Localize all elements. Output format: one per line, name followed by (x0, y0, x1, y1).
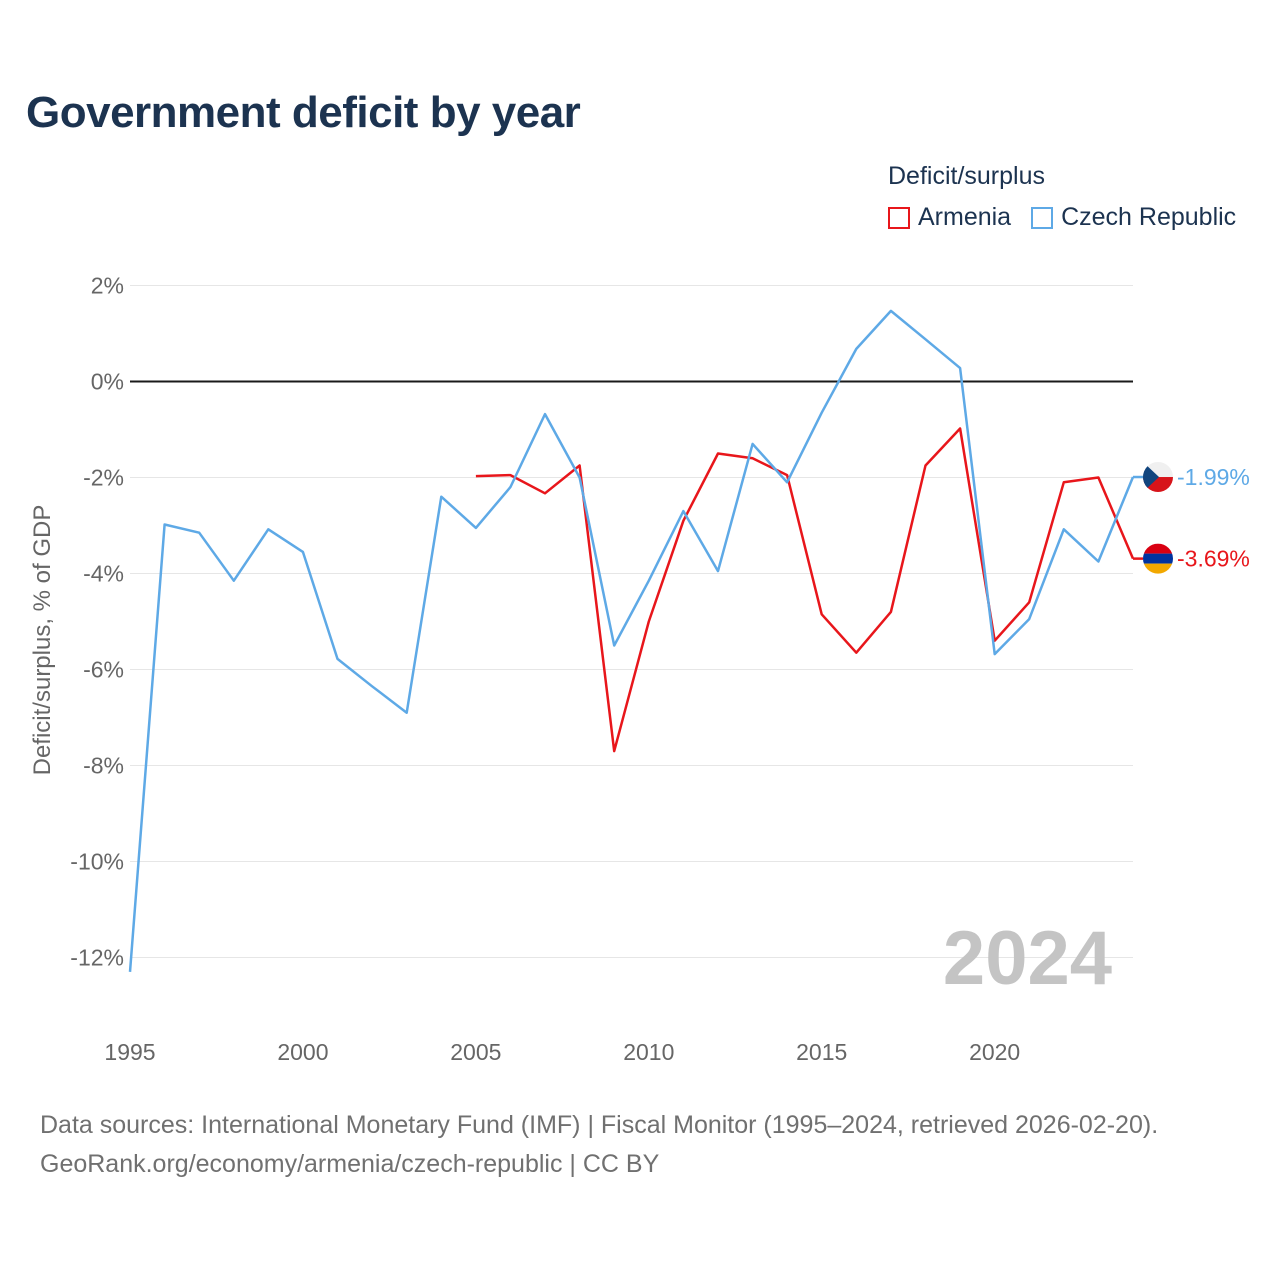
x-tick-label: 2015 (796, 1039, 847, 1065)
data-sources: Data sources: International Monetary Fun… (40, 1111, 1159, 1139)
legend-item-czech-republic[interactable]: Czech Republic (1031, 203, 1236, 232)
y-tick-label: -2% (83, 465, 124, 491)
y-tick-label: -12% (70, 945, 124, 971)
series-line-czech-republic (128, 309, 1135, 972)
year-watermark: 2024 (943, 916, 1112, 1001)
y-tick-label: -6% (83, 657, 124, 683)
legend-title: Deficit/surplus (888, 162, 1045, 190)
source-link[interactable]: GeoRank.org/economy/armenia/czech-republ… (40, 1150, 660, 1178)
x-tick-label: 2005 (450, 1039, 501, 1065)
y-tick-label: 0% (91, 369, 124, 395)
y-tick-label: -10% (70, 849, 124, 875)
end-value-label: -1.99% (1177, 464, 1250, 490)
series-line-armenia (475, 427, 1135, 753)
legend-item-armenia[interactable]: Armenia (888, 203, 1011, 232)
armenia-flag-icon (1143, 543, 1173, 574)
footer: Data sources: International Monetary Fun… (40, 1106, 1158, 1184)
legend-swatch-czech-republic (1031, 206, 1054, 229)
y-tick-label: -8% (83, 753, 124, 779)
x-tick-label: 1995 (104, 1039, 155, 1065)
x-tick-label: 2020 (969, 1039, 1020, 1065)
x-tick-label: 2000 (277, 1039, 328, 1065)
legend: Deficit/surplus Armenia Czech Republic (888, 162, 1236, 232)
y-axis-title: Deficit/surplus, % of GDP (29, 505, 56, 776)
legend-swatch-armenia (888, 206, 910, 229)
y-tick-label: -4% (83, 561, 124, 587)
legend-label-czech-republic: Czech Republic (1061, 203, 1237, 231)
chart-title: Government deficit by year (26, 88, 581, 137)
x-tick-label: 2010 (623, 1039, 674, 1065)
legend-label-armenia: Armenia (918, 203, 1012, 231)
czech-republic-flag-icon (1143, 462, 1173, 493)
y-tick-label: 2% (91, 273, 124, 299)
end-value-label: -3.69% (1177, 546, 1250, 572)
